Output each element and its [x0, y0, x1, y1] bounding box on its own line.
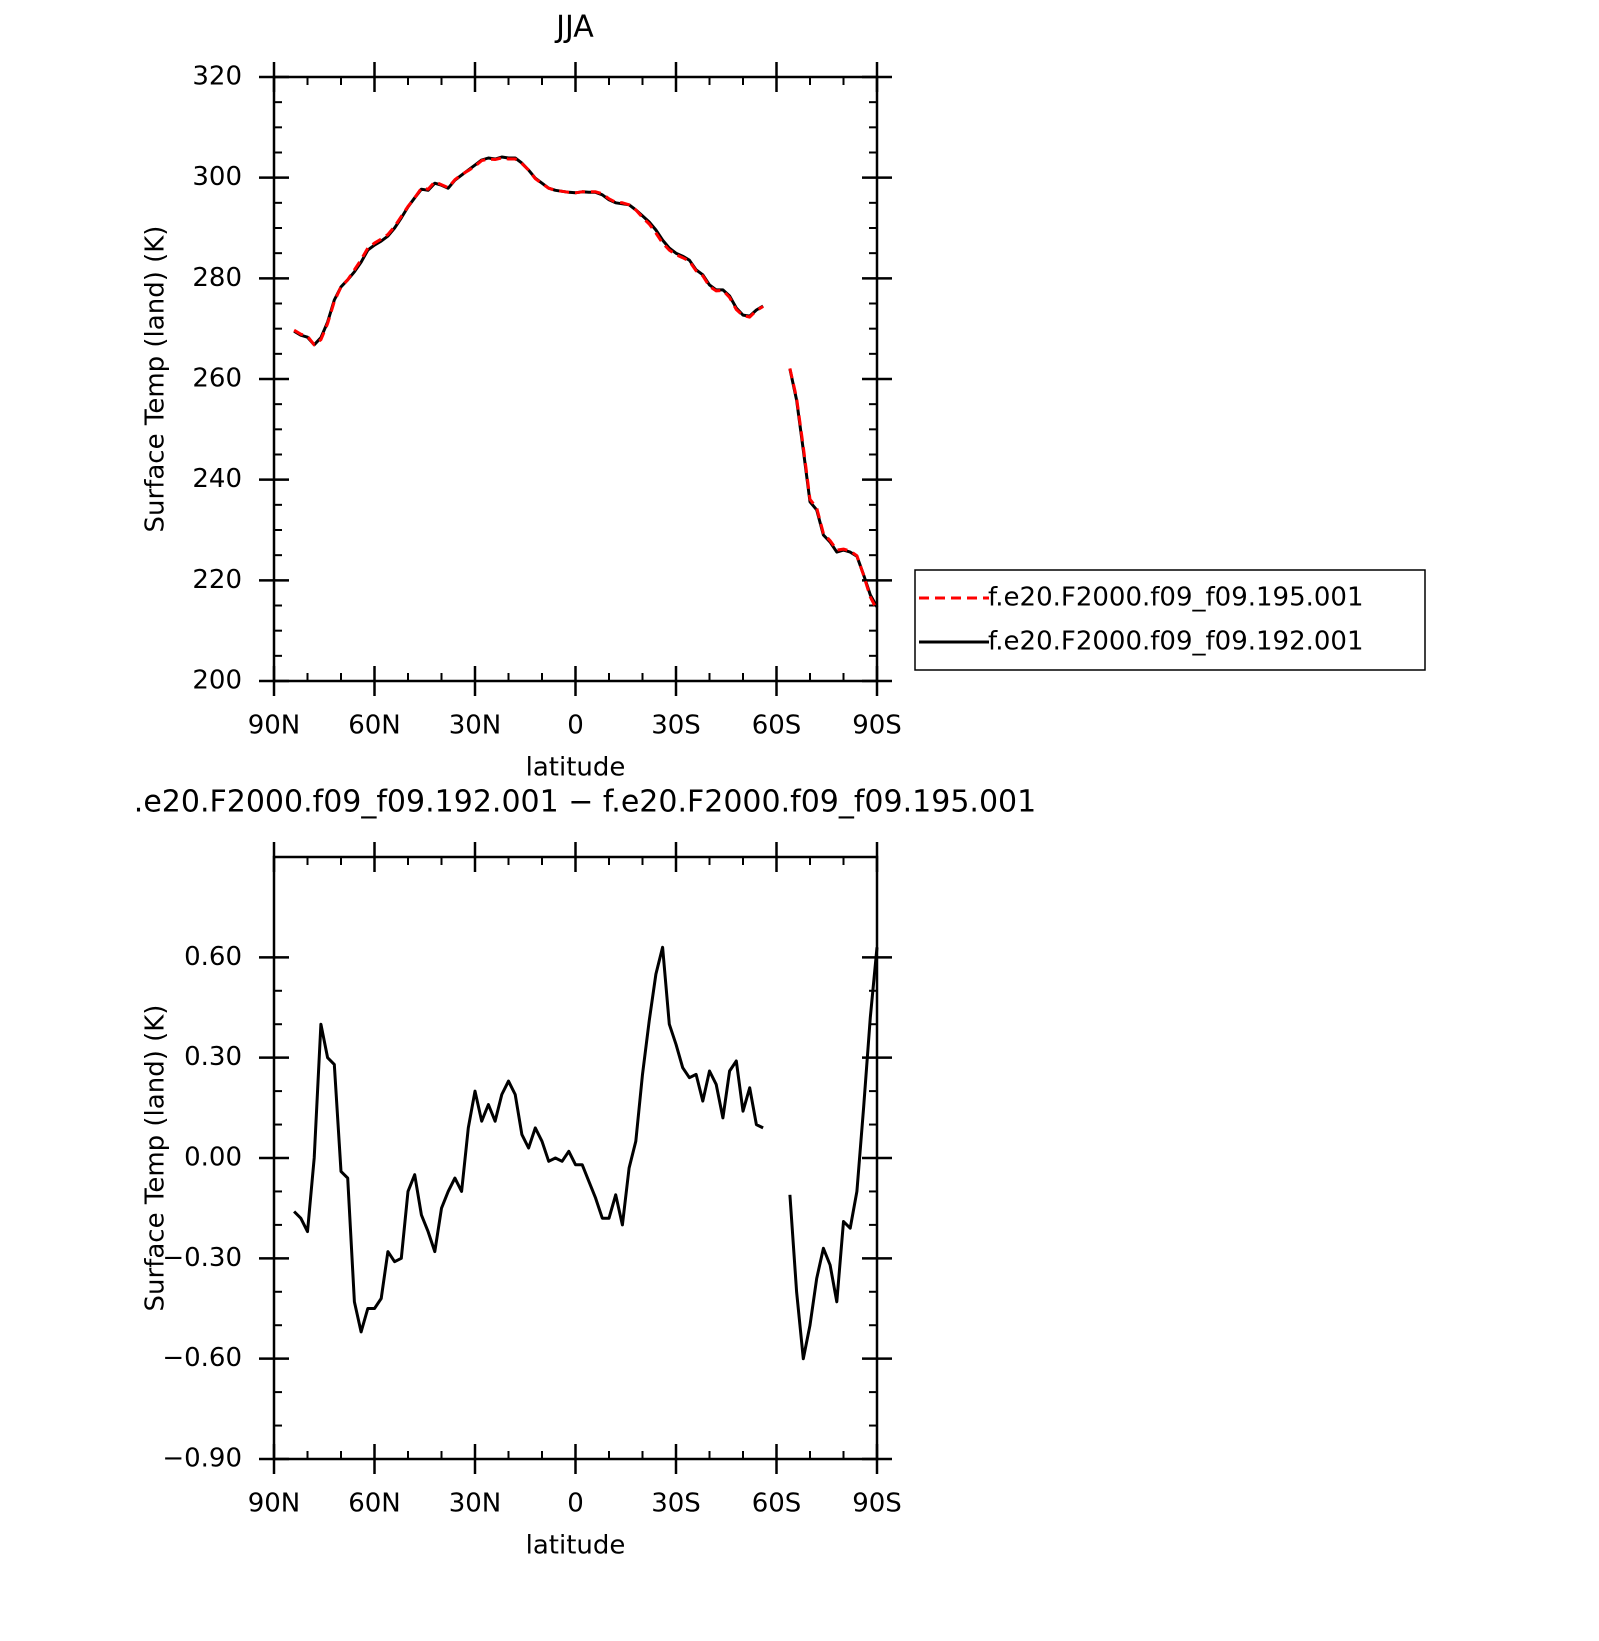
plot-frame — [272, 75, 879, 683]
data-line — [293, 156, 879, 611]
y-tick-label: 300 — [192, 162, 242, 192]
x-tick-label: 0 — [567, 711, 584, 741]
x-tick-label: 30N — [449, 711, 502, 741]
plot-frame — [272, 855, 879, 1461]
legend-label: f.e20.F2000.f09_f09.195.001 — [988, 583, 1364, 613]
legend-box — [914, 569, 1426, 671]
y-tick-label: 280 — [192, 263, 242, 293]
data-line — [293, 155, 879, 608]
x-tick-label: 90N — [248, 711, 301, 741]
x-tick-label: 60N — [348, 1489, 401, 1519]
y-tick-label: 220 — [192, 565, 242, 595]
legend-label: f.e20.F2000.f09_f09.192.001 — [988, 627, 1364, 657]
x-tick-label: 60S — [752, 711, 802, 741]
y-tick-label: 260 — [192, 364, 242, 394]
y-tick-label: 0.60 — [184, 942, 242, 972]
y-tick-label: 200 — [192, 666, 242, 696]
y-tick-label: −0.60 — [162, 1343, 242, 1373]
x-tick-label: 60S — [752, 1489, 802, 1519]
x-tick-label: 90N — [248, 1489, 301, 1519]
chart-title: .e20.F2000.f09_f09.192.001 − f.e20.F2000… — [134, 785, 1036, 820]
y-axis-label: Surface Temp (land) (K) — [141, 226, 171, 533]
y-tick-label: −0.30 — [162, 1243, 242, 1273]
x-tick-label: 30S — [651, 711, 701, 741]
x-tick-label: 0 — [567, 1489, 584, 1519]
chart-title: JJA — [554, 10, 594, 45]
y-tick-label: 0.30 — [184, 1042, 242, 1072]
y-tick-label: 240 — [192, 464, 242, 494]
y-tick-label: 320 — [192, 62, 242, 92]
x-axis-label: latitude — [526, 753, 626, 783]
x-tick-label: 30S — [651, 1489, 701, 1519]
y-axis-label: Surface Temp (land) (K) — [141, 1005, 171, 1312]
data-line — [293, 945, 879, 1361]
y-tick-label: 0.00 — [184, 1143, 242, 1173]
x-tick-label: 30N — [449, 1489, 502, 1519]
x-tick-label: 90S — [852, 711, 902, 741]
y-tick-label: −0.90 — [162, 1444, 242, 1474]
x-tick-label: 60N — [348, 711, 401, 741]
x-tick-label: 90S — [852, 1489, 902, 1519]
x-axis-label: latitude — [526, 1531, 626, 1561]
